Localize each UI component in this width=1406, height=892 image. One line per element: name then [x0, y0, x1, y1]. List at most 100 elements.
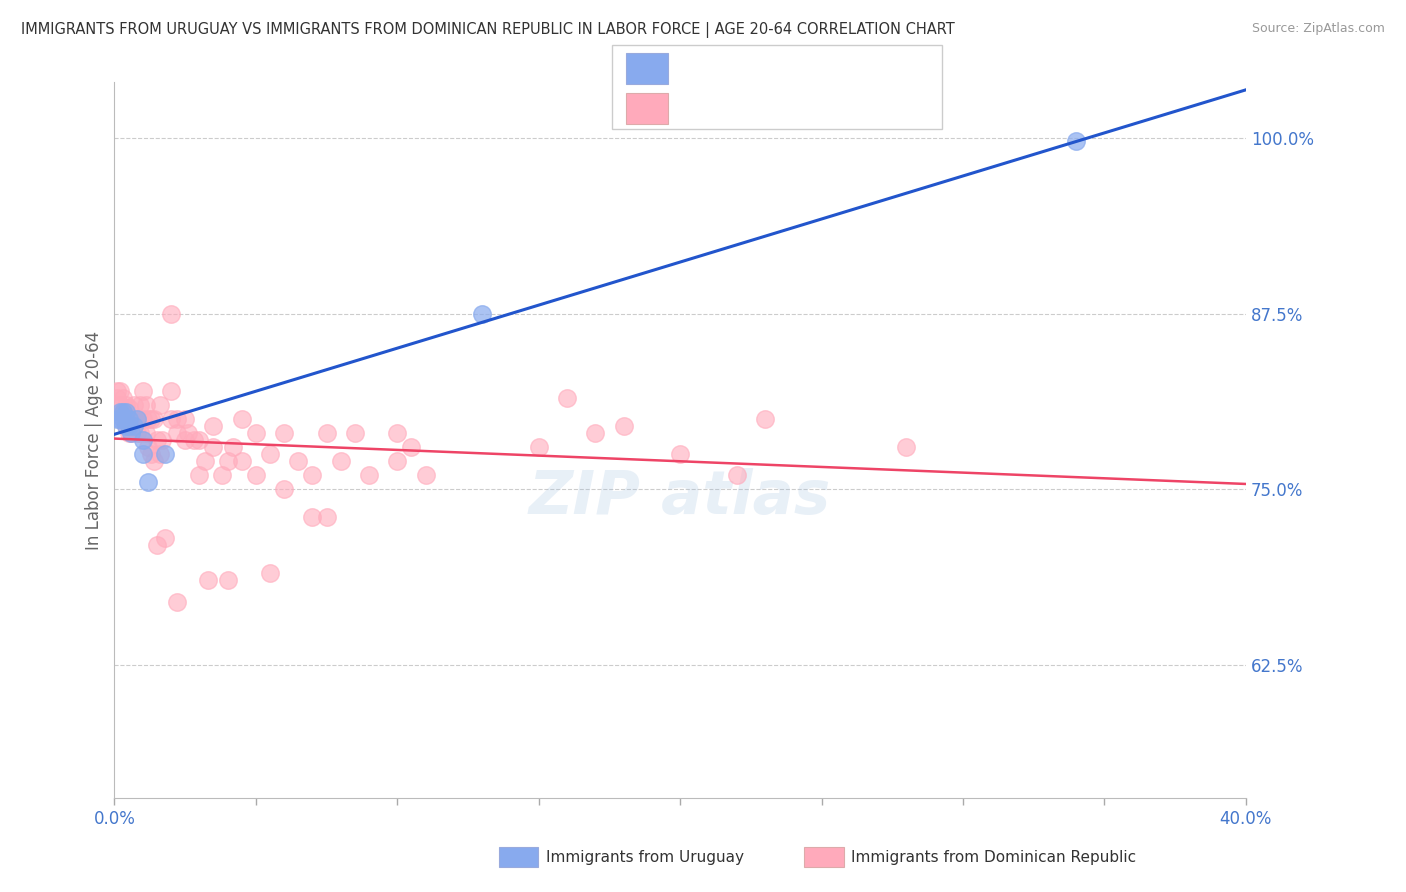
Text: N =: N =: [794, 99, 842, 117]
Text: Source: ZipAtlas.com: Source: ZipAtlas.com: [1251, 22, 1385, 36]
Point: [217, 454, 239, 468]
Point: [273, 482, 295, 496]
Point: [245, 425, 267, 440]
Text: R =: R =: [679, 99, 716, 117]
Point: [125, 412, 148, 426]
Point: [202, 419, 225, 434]
Point: [194, 454, 217, 468]
Point: [155, 532, 177, 546]
Point: [141, 412, 163, 426]
Point: [231, 412, 253, 426]
Point: [131, 433, 153, 447]
Point: [896, 440, 918, 454]
Point: [138, 440, 160, 454]
Text: 0.597: 0.597: [724, 60, 776, 78]
Point: [108, 405, 131, 419]
Point: [725, 468, 748, 483]
Point: [166, 412, 188, 426]
Point: [301, 510, 323, 524]
Point: [166, 594, 188, 608]
Point: [111, 391, 134, 405]
Point: [211, 468, 233, 483]
Point: [149, 398, 172, 412]
Point: [122, 412, 145, 426]
Point: [222, 440, 245, 454]
Point: [160, 307, 183, 321]
Point: [114, 398, 136, 412]
Point: [471, 307, 494, 321]
Point: [122, 398, 145, 412]
Point: [117, 412, 139, 426]
Point: [125, 412, 148, 426]
Point: [301, 468, 323, 483]
Point: [612, 419, 634, 434]
Point: [155, 447, 177, 461]
Point: [415, 468, 437, 483]
Point: [128, 425, 150, 440]
Point: [188, 468, 211, 483]
Point: [188, 433, 211, 447]
Text: Immigrants from Dominican Republic: Immigrants from Dominican Republic: [851, 850, 1136, 864]
Point: [555, 391, 578, 405]
Point: [120, 412, 142, 426]
Text: R =: R =: [679, 60, 716, 78]
Point: [160, 412, 183, 426]
Point: [259, 447, 281, 461]
Point: [120, 425, 142, 440]
Point: [259, 566, 281, 581]
Point: [329, 454, 352, 468]
Text: N =: N =: [794, 60, 842, 78]
Point: [315, 510, 337, 524]
Point: [146, 538, 169, 552]
Point: [202, 440, 225, 454]
Point: [177, 425, 200, 440]
Point: [143, 412, 166, 426]
Point: [125, 425, 148, 440]
Point: [231, 454, 253, 468]
Point: [357, 468, 380, 483]
Point: [197, 574, 219, 588]
Point: [245, 468, 267, 483]
Point: [315, 425, 337, 440]
Point: [152, 433, 174, 447]
Point: [387, 425, 409, 440]
Point: [183, 433, 205, 447]
Point: [114, 419, 136, 434]
Point: [527, 440, 550, 454]
Point: [117, 401, 139, 415]
Point: [287, 454, 309, 468]
Point: [401, 440, 423, 454]
Point: [111, 405, 134, 419]
Text: ZIP atlas: ZIP atlas: [529, 467, 831, 527]
Point: [131, 384, 153, 398]
Text: Immigrants from Uruguay: Immigrants from Uruguay: [546, 850, 744, 864]
Point: [387, 454, 409, 468]
Point: [146, 433, 169, 447]
Point: [111, 412, 134, 426]
Point: [143, 454, 166, 468]
Point: [138, 475, 160, 490]
Text: -0.213: -0.213: [724, 99, 783, 117]
Point: [669, 447, 692, 461]
Point: [120, 425, 142, 440]
Point: [135, 425, 157, 440]
Point: [105, 391, 128, 405]
Point: [117, 419, 139, 434]
Point: [114, 405, 136, 419]
Point: [105, 412, 128, 426]
Point: [174, 433, 197, 447]
Point: [174, 412, 197, 426]
Point: [114, 412, 136, 426]
Point: [111, 405, 134, 419]
Point: [128, 398, 150, 412]
Point: [105, 384, 128, 398]
Point: [108, 412, 131, 426]
Point: [141, 447, 163, 461]
Text: 82: 82: [856, 99, 879, 117]
Point: [114, 419, 136, 434]
Y-axis label: In Labor Force | Age 20-64: In Labor Force | Age 20-64: [86, 330, 103, 549]
Point: [138, 412, 160, 426]
Point: [149, 447, 172, 461]
Point: [754, 412, 776, 426]
Point: [122, 419, 145, 434]
